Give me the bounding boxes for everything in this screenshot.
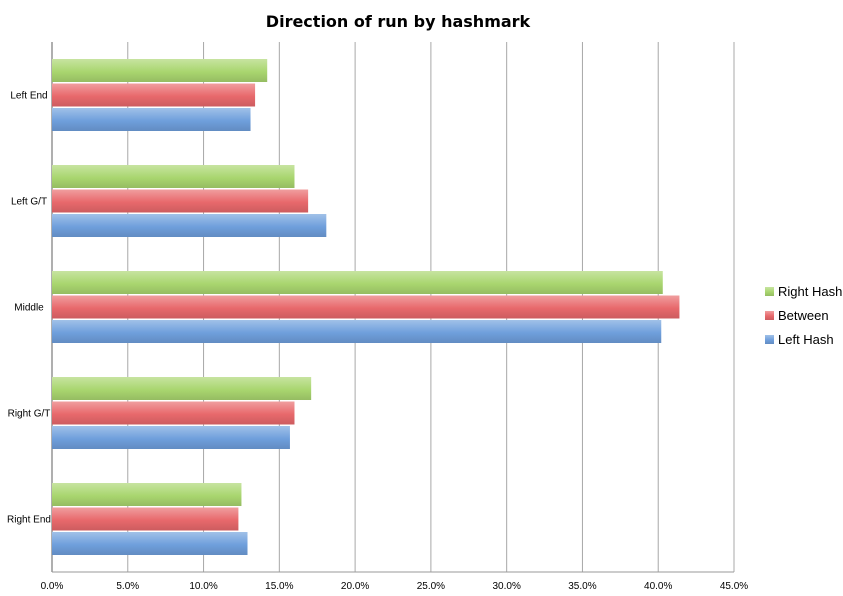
category-label: Left End [10,91,47,102]
bar [52,59,268,82]
legend-swatch [765,287,774,296]
bar [52,165,295,188]
bar [52,214,327,237]
legend-label: Right Hash [778,284,842,299]
bar [52,189,309,213]
bar [52,108,251,131]
category-labels: Left End Left G/T Middle Right G/T Right End [7,91,51,526]
x-axis-ticks: 0.0% 5.0% 10.0% 15.0% 20.0% 25.0% 30.0% 35.0% 40… [41,581,749,592]
x-tick-label: 10.0% [189,581,217,592]
category-label: Middle [14,303,44,314]
bar [52,83,256,107]
chart-title: Direction of run by hashmark [266,12,531,31]
bar [52,532,248,555]
x-tick-label: 15.0% [265,581,293,592]
category-label: Right End [7,515,51,526]
bar [52,271,663,294]
bars [52,59,680,555]
legend-swatch [765,311,774,320]
x-tick-label: 45.0% [720,581,748,592]
bar [52,483,242,506]
bar [52,295,680,319]
legend-swatch [765,335,774,344]
x-tick-label: 40.0% [644,581,672,592]
legend: Right Hash Between Left Hash [765,284,842,347]
x-tick-label: 5.0% [116,581,139,592]
x-tick-label: 0.0% [41,581,64,592]
bar [52,426,290,449]
x-tick-label: 25.0% [417,581,445,592]
legend-label: Between [778,308,829,323]
category-label: Right G/T [8,409,51,420]
bar [52,507,239,531]
category-label: Left G/T [11,197,47,208]
x-tick-label: 20.0% [341,581,369,592]
bar [52,377,312,400]
bar [52,320,662,343]
x-tick-label: 30.0% [492,581,520,592]
legend-label: Left Hash [778,332,834,347]
x-tick-label: 35.0% [568,581,596,592]
bar [52,401,295,425]
